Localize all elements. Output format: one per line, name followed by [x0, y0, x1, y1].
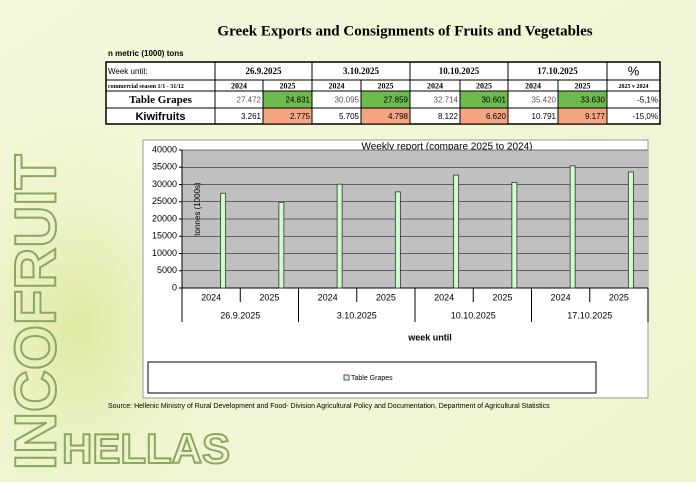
bar	[220, 192, 227, 289]
y-tick-label: 0	[172, 282, 177, 292]
y-tick-label: 35000	[152, 162, 177, 172]
data-cell: 6.620	[486, 112, 507, 121]
page-title: Greek Exports and Consignments of Fruits…	[217, 23, 592, 39]
data-cell: 5.705	[339, 112, 360, 121]
x-tick-label: 2024	[551, 292, 571, 302]
cell-bg	[361, 91, 410, 108]
x-tick-label: 2025	[492, 292, 512, 302]
cell-bg	[361, 108, 410, 124]
data-cell: 3.261	[241, 112, 262, 121]
cell-bg	[263, 91, 312, 108]
subheader-cell: 2024	[427, 81, 443, 90]
source: Source: Hellenic Ministry of Rural Devel…	[108, 403, 550, 410]
subtitle: n metric (1000) tons	[108, 49, 184, 58]
data-cell: 9.177	[585, 112, 606, 121]
y-axis-label: tonnes (1000s)	[193, 182, 202, 236]
y-tick-label: 40000	[152, 144, 177, 154]
subheader-cell: 2024	[525, 81, 541, 90]
y-tick-label: 30000	[152, 179, 177, 189]
logo-vertical: INCOFRUIT	[3, 154, 68, 470]
data-cell: -15,0%	[633, 112, 658, 121]
row-label: Table Grapes	[129, 94, 193, 106]
header-cell: 26.9.2025	[246, 66, 283, 76]
logo-bottom: HELLAS	[62, 425, 230, 472]
x-tick-label: 2025	[609, 292, 629, 302]
table: Week until: 26.9.2025 3.10.2025 10.10.2025 1…	[105, 61, 661, 125]
subheader-cell: 2025	[280, 81, 296, 90]
cell-bg	[558, 91, 607, 108]
group-label: 17.10.2025	[567, 310, 612, 320]
subheader-cell: 2025 v 2024	[619, 84, 649, 90]
data-cell: 35.420	[532, 96, 557, 105]
header-cell: 10.10.2025	[439, 66, 480, 76]
cell-bg	[460, 91, 508, 108]
y-tick-label: 15000	[152, 231, 177, 241]
data-cell: 32.714	[434, 96, 459, 105]
legend-label: Table Grapes	[351, 375, 393, 382]
cell-bg	[558, 108, 607, 124]
subheader-cell: 2025	[476, 81, 492, 90]
subheader-cell: 2025	[575, 81, 591, 90]
row-label: Kiwifruits	[135, 111, 185, 123]
data-cell: 30.095	[335, 96, 360, 105]
subheader-cell: commercial season 1/1 - 31/12	[108, 84, 184, 90]
header-cell: Week until:	[108, 67, 147, 76]
data-cell: 4.798	[388, 112, 409, 121]
data-cell: 10.791	[532, 112, 557, 121]
legend-box	[147, 361, 597, 394]
x-tick-label: 2024	[434, 292, 454, 302]
bar	[278, 201, 285, 289]
subheader-cell: 2024	[231, 81, 247, 90]
bar	[569, 165, 576, 289]
data-cell: 27.859	[384, 96, 409, 105]
data-cell: 24.831	[286, 96, 311, 105]
x-tick-label: 2025	[259, 292, 279, 302]
data-cell: 8.122	[438, 112, 459, 121]
cell-bg	[460, 108, 508, 124]
group-label: 3.10.2025	[337, 310, 377, 320]
cell-bg	[263, 108, 312, 124]
data-cell: 27.472	[237, 96, 262, 105]
subheader-cell: 2024	[329, 81, 345, 90]
x-tick-label: 2024	[318, 292, 338, 302]
bar	[394, 191, 401, 289]
cell-border	[606, 107, 661, 125]
data-cell: -5,1%	[637, 96, 658, 105]
y-tick-label: 25000	[152, 196, 177, 206]
header-cell: 3.10.2025	[343, 66, 380, 76]
x-tick-label: 2025	[376, 292, 396, 302]
data-cell: 33.630	[581, 96, 606, 105]
subheader-cell: 2025	[378, 81, 394, 90]
y-tick-label: 5000	[157, 265, 177, 275]
chart-title: Weekly report (compare 2025 to 2024)	[361, 142, 532, 153]
group-label: 10.10.2025	[451, 310, 496, 320]
x-axis-label: week until	[407, 332, 452, 342]
header-cell: %	[628, 63, 640, 78]
header-cell: 17.10.2025	[537, 66, 578, 76]
chart: 0 5000 10000 15000 20000 25000 30000 35000 40000…	[147, 144, 649, 394]
bar	[627, 171, 634, 289]
data-cell: 2.775	[290, 112, 311, 121]
data-cell: 30.601	[482, 96, 507, 105]
bar	[511, 182, 518, 289]
bar	[336, 183, 343, 289]
y-tick-label: 20000	[152, 213, 177, 223]
bar	[453, 174, 460, 289]
group-label: 26.9.2025	[220, 310, 260, 320]
legend-swatch	[343, 374, 350, 381]
x-tick-label: 2024	[201, 292, 221, 302]
y-tick-label: 10000	[152, 248, 177, 258]
